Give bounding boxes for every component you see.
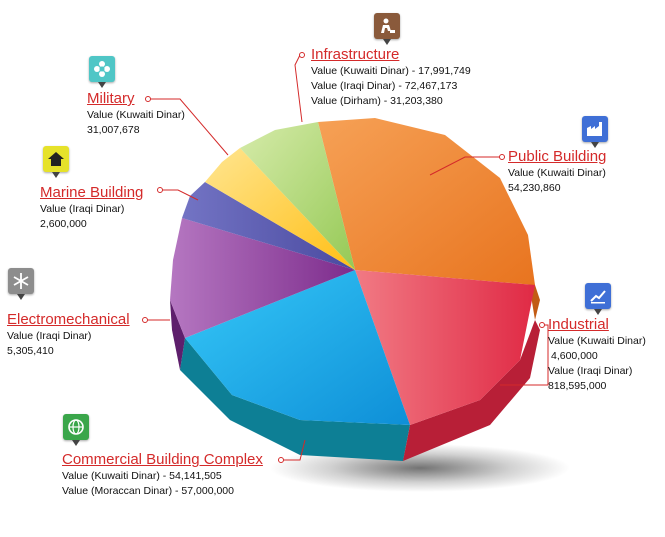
leader-public-building [429,156,505,176]
slice-side-red [403,320,540,461]
slice-purple [170,218,355,338]
leader-commercial [278,439,306,461]
slice-blue [185,270,410,425]
slice-side-blue [180,338,410,461]
category-value: Value (Kuwaiti Dinar) - 54,141,505 [62,470,222,482]
label-electromechanical: Electromechanical Value (Iraqi Dinar) 5,… [7,311,130,359]
leader-dot-public-building [499,154,505,160]
slice-green [240,122,355,270]
category-value: 4,600,000 [551,350,598,362]
category-name: Industrial [548,316,609,333]
category-value: Value (Kuwaiti Dinar) [548,335,646,347]
house-icon [43,146,69,178]
category-value: 54,230,860 [508,182,561,194]
leader-dot-military [145,96,151,102]
label-public-building: Public Building Value (Kuwaiti Dinar) 54… [508,148,606,196]
flower-icon [89,56,115,88]
factory-icon [582,116,608,148]
slice-indigo [182,182,355,270]
slice-red [355,270,535,425]
label-industrial: Industrial Value (Kuwaiti Dinar) 4,600,0… [548,316,646,394]
leader-dot-industrial [539,322,545,328]
category-name: Commercial Building Complex [62,451,263,468]
leader-infrastructure [294,54,303,123]
category-value: 31,007,678 [87,124,140,136]
category-value: Value (Kuwaiti Dinar) [508,167,606,179]
category-value: Value (Iraqi Dinar) [40,203,125,215]
category-name: Electromechanical [7,311,130,328]
globe-icon [63,414,89,446]
category-value: Value (Kuwaiti Dinar) [87,109,185,121]
category-value: 2,600,000 [40,218,87,230]
category-value: Value (Dirham) - 31,203,380 [311,95,443,107]
category-value: 5,305,410 [7,345,54,357]
leader-dot-electromechanical [142,317,148,323]
leader-dot-commercial [278,457,284,463]
category-name: Marine Building [40,184,144,201]
category-value: Value (Iraqi Dinar) [548,365,633,377]
chart-trend-icon [585,283,611,315]
leader-marine [160,189,199,201]
snowflake-icon [8,268,34,300]
label-military: Military Value (Kuwaiti Dinar) 31,007,67… [87,90,185,138]
label-infrastructure: Infrastructure Value (Kuwaiti Dinar) - 1… [311,46,471,109]
label-marine-building: Marine Building Value (Iraqi Dinar) 2,60… [40,184,143,232]
category-name: Infrastructure [311,46,400,63]
label-commercial-building-complex: Commercial Building Complex Value (Kuwai… [62,451,263,499]
category-value: 818,595,000 [548,380,607,392]
construction-worker-icon [374,13,400,45]
category-value: Value (Iraqi Dinar) [7,330,92,342]
category-name: Military [87,90,135,107]
slice-yellow [205,148,355,270]
slice-side-purple [170,300,185,370]
leader-dot-marine [157,187,163,193]
leader-dot-infrastructure [299,52,305,58]
slice-orange [318,118,535,285]
category-value: Value (Iraqi Dinar) - 72,467,173 [311,80,458,92]
category-value: Value (Moraccan Dinar) - 57,000,000 [62,485,234,497]
category-value: Value (Kuwaiti Dinar) - 17,991,749 [311,65,471,77]
leader-military [150,98,229,156]
category-name: Public Building [508,148,607,165]
